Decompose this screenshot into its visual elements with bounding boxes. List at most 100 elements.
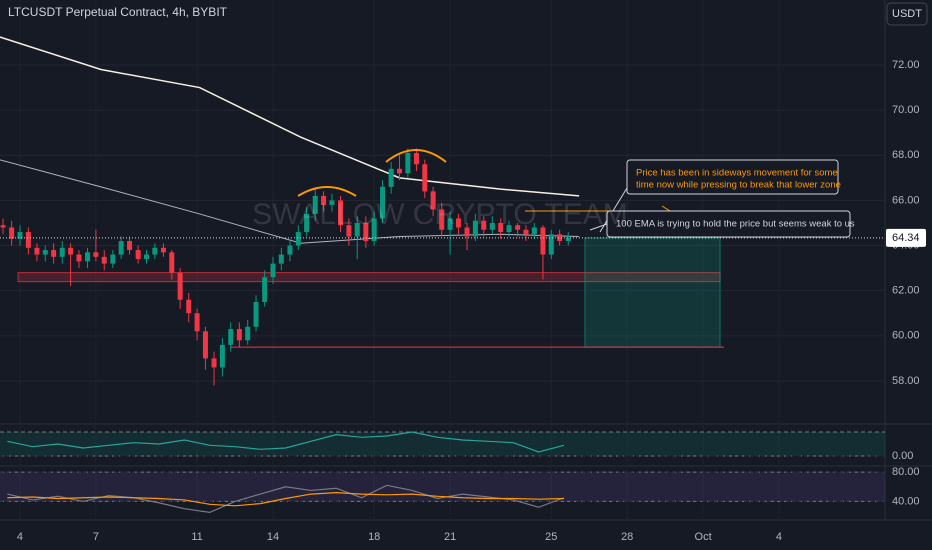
zone xyxy=(584,237,721,348)
arc-drawing xyxy=(385,149,447,163)
candle-body xyxy=(430,191,436,210)
candle-body xyxy=(68,247,74,255)
note-text: time now while pressing to break that lo… xyxy=(636,180,841,191)
band xyxy=(0,432,885,456)
candle-body xyxy=(278,254,284,264)
note-text: Price has been in sideways movement for … xyxy=(636,168,838,179)
candle-body xyxy=(472,220,478,237)
y-tick-label: 40.00 xyxy=(892,495,920,507)
currency-label[interactable]: USDT xyxy=(892,8,922,20)
candle-body xyxy=(253,301,259,327)
candle-body xyxy=(270,263,276,278)
x-tick-label: 28 xyxy=(621,531,633,543)
candle-body xyxy=(346,225,352,237)
x-tick-label: 21 xyxy=(444,531,456,543)
candle-body xyxy=(9,227,15,239)
candle-body xyxy=(371,218,377,242)
currency-button[interactable] xyxy=(886,2,928,26)
candle-body xyxy=(396,168,402,174)
candle-body xyxy=(422,164,428,192)
candle-body xyxy=(312,195,318,214)
watermark: SWALLOW CRYPTO TEAM xyxy=(252,198,628,231)
x-tick-label: 18 xyxy=(368,531,380,543)
y-tick-label: 60.00 xyxy=(892,330,920,342)
candle-body xyxy=(439,209,445,230)
candle-body xyxy=(127,241,133,251)
arc-drawing xyxy=(297,186,357,197)
x-tick-label: 14 xyxy=(267,531,279,543)
candle-body xyxy=(354,222,360,237)
candle-body xyxy=(413,153,419,165)
candle-body xyxy=(93,252,99,257)
note-box xyxy=(606,210,851,238)
x-tick-label: 25 xyxy=(545,531,557,543)
candle-body xyxy=(565,237,571,242)
candle-body xyxy=(186,299,192,314)
last-price-tag xyxy=(886,228,926,247)
candle-body xyxy=(304,213,310,233)
candle-body xyxy=(523,229,529,235)
candle-body xyxy=(287,245,293,255)
ema-line xyxy=(0,36,580,197)
note-box xyxy=(626,159,839,195)
candle-body xyxy=(85,252,91,262)
y-tick-label: 72.00 xyxy=(892,59,920,71)
candle-body xyxy=(118,241,124,255)
candle-body xyxy=(25,232,31,248)
candle-body xyxy=(531,227,537,235)
candle-body xyxy=(245,326,251,341)
candle-body xyxy=(380,186,386,219)
callout-line xyxy=(599,187,628,233)
y-tick-label: 70.00 xyxy=(892,104,920,116)
candle-body xyxy=(0,225,6,228)
candle-body xyxy=(388,168,394,187)
candle-body xyxy=(489,222,495,230)
candle-body xyxy=(338,200,344,226)
candle-body xyxy=(481,220,487,230)
y-tick-label: 68.00 xyxy=(892,149,920,161)
candle-body xyxy=(211,358,217,368)
candle-body xyxy=(219,344,225,368)
candle-body xyxy=(447,218,453,230)
candle-body xyxy=(363,222,369,242)
x-tick-label: 7 xyxy=(93,531,99,543)
y-tick-label: 80.00 xyxy=(892,466,920,478)
candle-body xyxy=(321,195,327,205)
y-tick-label: 58.00 xyxy=(892,375,920,387)
candle-body xyxy=(405,153,411,174)
candle-body xyxy=(152,247,158,255)
candle-body xyxy=(51,250,57,257)
chart-title: LTCUSDT Perpetual Contract, 4h, BYBIT xyxy=(8,5,228,19)
candle-body xyxy=(236,329,242,341)
oscillator-line xyxy=(7,431,565,453)
candle-body xyxy=(59,247,65,257)
candle-body xyxy=(464,227,470,237)
note-text: 100 EMA is trying to hold the price but … xyxy=(616,219,855,230)
candle-body xyxy=(548,234,554,255)
candle-body xyxy=(160,247,166,253)
candle-body xyxy=(143,254,149,260)
candle-body xyxy=(202,331,208,359)
candle-body xyxy=(262,277,268,302)
x-tick-label: 4 xyxy=(776,531,782,543)
candle-body xyxy=(17,232,23,239)
candle-body xyxy=(329,200,335,205)
x-tick-label: 4 xyxy=(17,531,23,543)
candle-body xyxy=(194,313,200,332)
candle-body xyxy=(110,254,116,264)
candle-body xyxy=(42,250,48,255)
candle-body xyxy=(177,272,183,300)
candle-body xyxy=(101,256,107,264)
candle-body xyxy=(295,232,301,246)
x-tick-label: Oct xyxy=(695,531,712,543)
candle-body xyxy=(34,247,40,255)
candle-body xyxy=(515,225,521,230)
candle-body xyxy=(228,329,234,345)
candle-body xyxy=(506,225,512,233)
y-tick-label: 66.00 xyxy=(892,194,920,206)
y-tick-label: 0.00 xyxy=(892,450,913,462)
candle-body xyxy=(169,252,175,273)
candle-body xyxy=(76,254,82,262)
